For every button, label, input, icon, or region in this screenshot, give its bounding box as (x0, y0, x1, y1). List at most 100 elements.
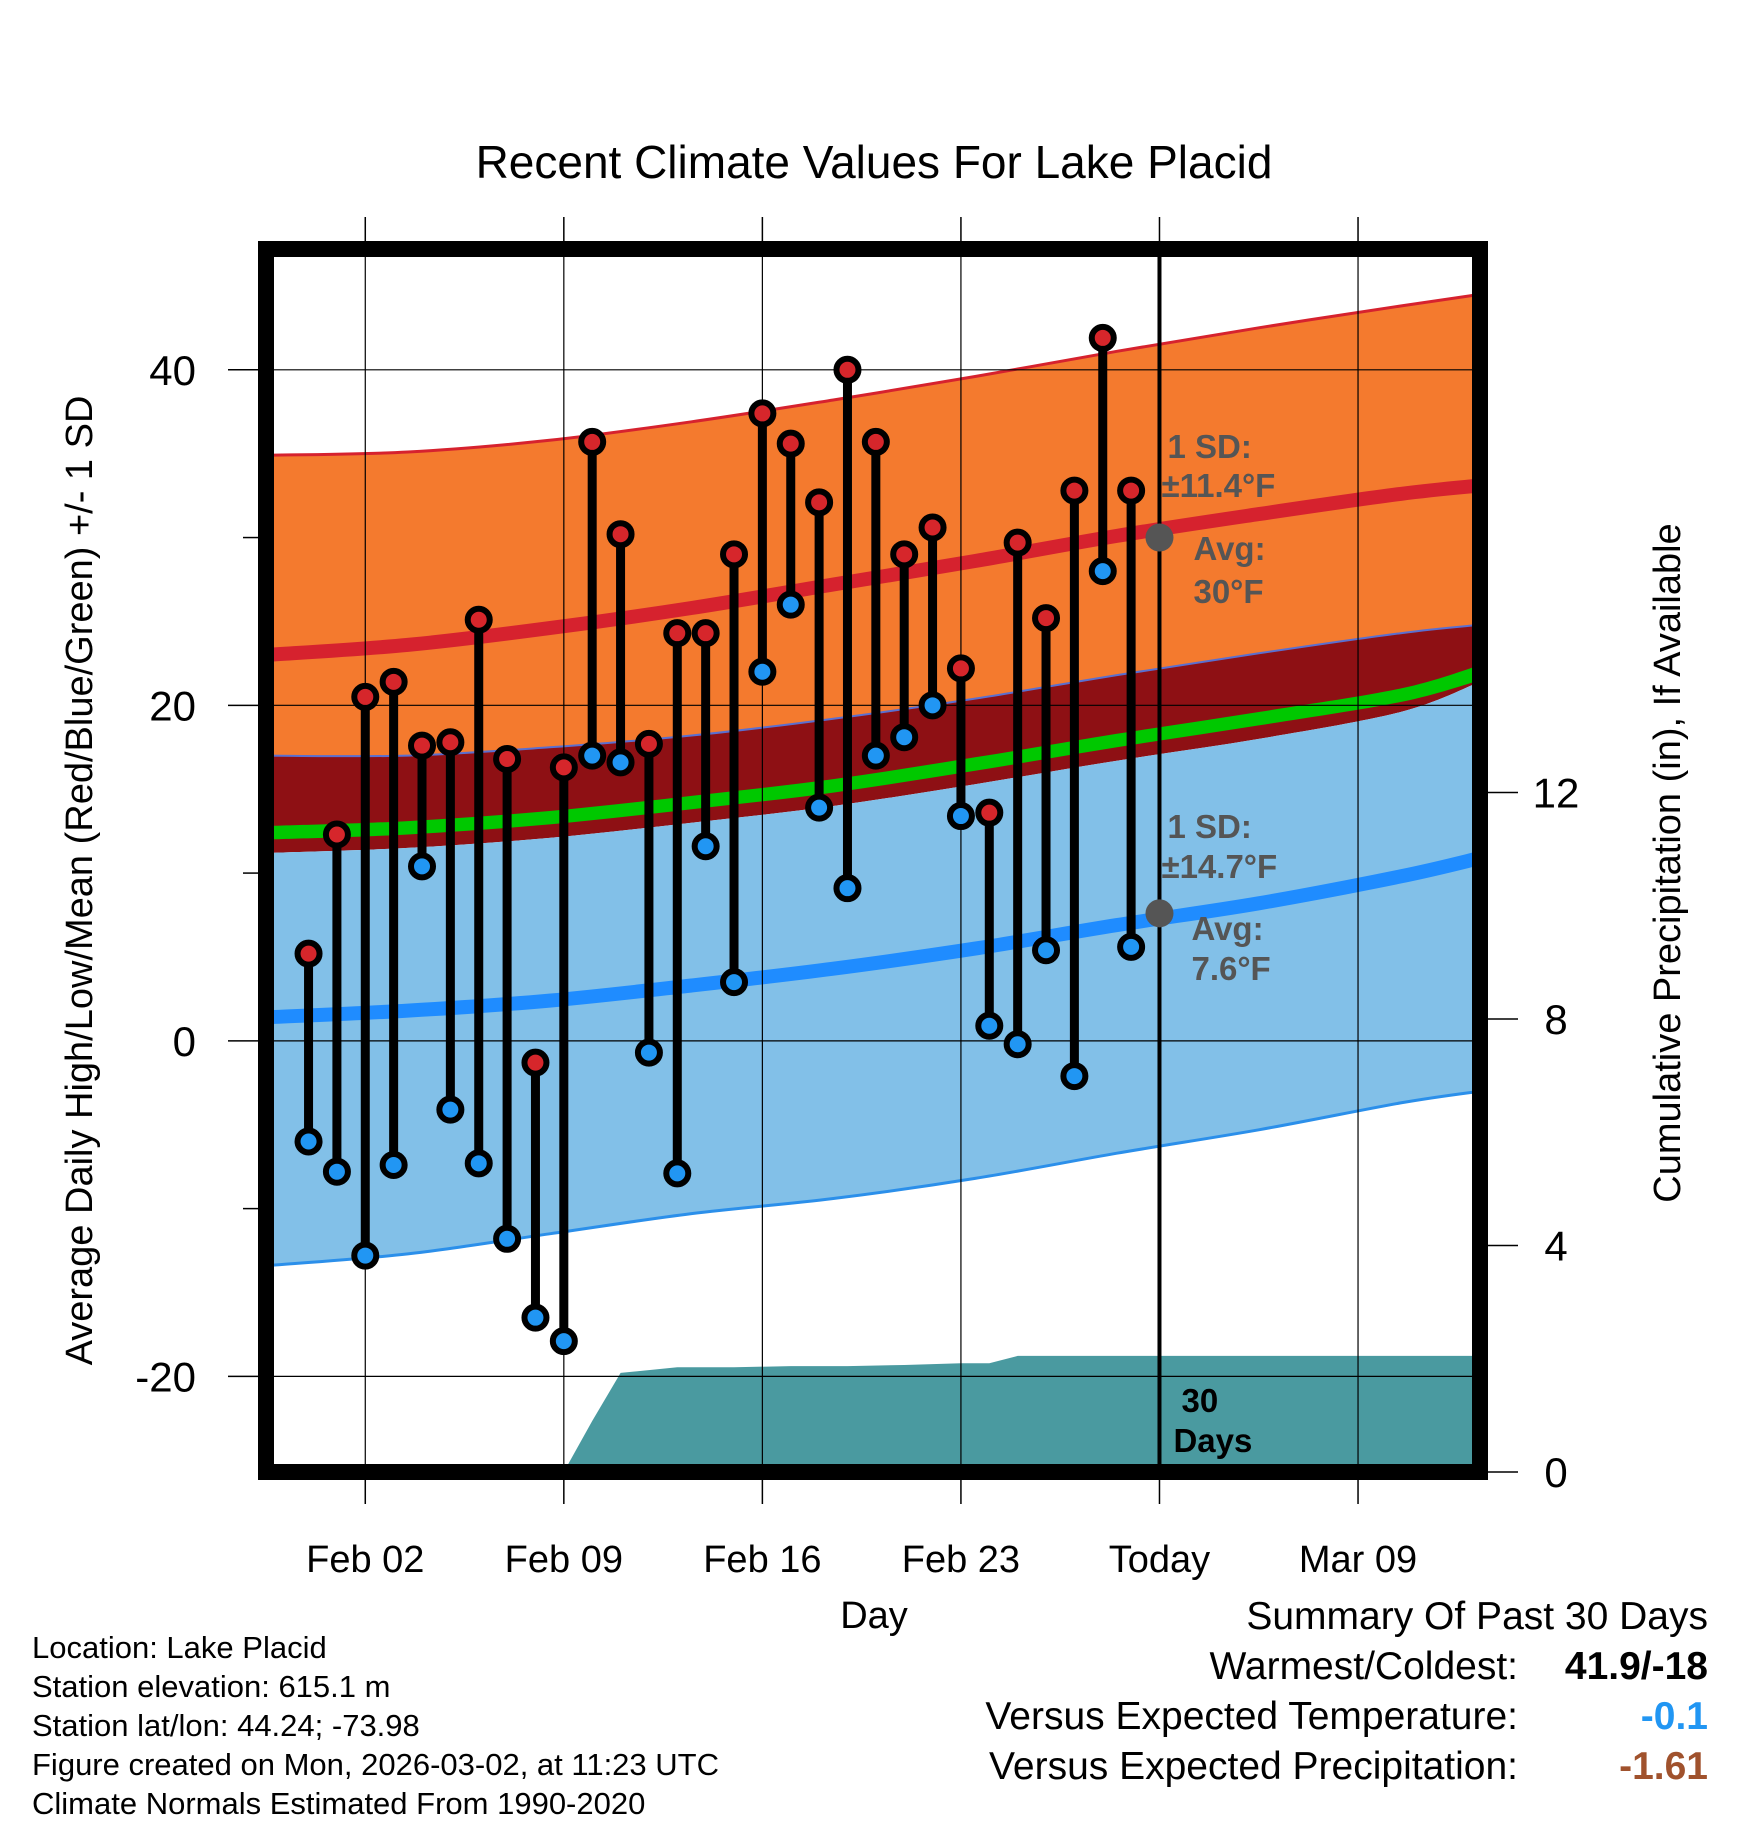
daily-high-point (464, 605, 493, 634)
latlon-text: Station lat/lon: 44.24; -73.98 (32, 1708, 420, 1743)
daily-high-point (1060, 476, 1089, 505)
x-tick-label: Feb 09 (505, 1539, 623, 1581)
y2-tick-label: 12 (1533, 770, 1580, 817)
x-tick-label: Feb 16 (703, 1539, 821, 1581)
daily-high-point (1088, 323, 1117, 352)
high-avg-label: Avg: (1193, 530, 1265, 567)
low-sd-value: ±14.7°F (1161, 848, 1277, 885)
y-tick-label: 0 (173, 1018, 196, 1065)
daily-low-point (379, 1150, 408, 1179)
high-plus-sd-edge (266, 292, 1480, 457)
low-avg-label: Avg: (1191, 910, 1263, 947)
daily-high-point (833, 355, 862, 384)
daily-low-point (578, 741, 607, 770)
daily-high-point (351, 682, 380, 711)
daily-high-point (1032, 604, 1061, 633)
daily-high-point (578, 427, 607, 456)
daily-low-point (663, 1159, 692, 1188)
today-high-normal-marker (1145, 523, 1174, 552)
daily-low-point (946, 802, 975, 831)
daily-low-point (975, 1011, 1004, 1040)
high-sd-value: ±11.4°F (1161, 467, 1275, 504)
summary-precip-row: Versus Expected Precipitation: -1.61 (985, 1742, 1708, 1792)
low-minus-sd-edge (266, 1089, 1480, 1268)
daily-high-point (918, 513, 947, 542)
low-avg-value: 7.6°F (1191, 950, 1270, 987)
daily-low-point (748, 657, 777, 686)
daily-high-point (379, 667, 408, 696)
daily-low-point (351, 1241, 380, 1270)
daily-low-point (1088, 557, 1117, 586)
x-tick-label: Mar 09 (1299, 1539, 1417, 1581)
versus-temp-value: -0.1 (1640, 1695, 1708, 1738)
daily-low-point (436, 1095, 465, 1124)
station-info: Location: Lake Placid Station elevation:… (32, 1628, 719, 1823)
daily-low-point (1060, 1062, 1089, 1091)
location-text: Location: Lake Placid (32, 1630, 327, 1665)
daily-high-point (890, 540, 919, 569)
daily-low-point (1032, 936, 1061, 965)
y2-tick-label: 4 (1544, 1223, 1567, 1270)
daily-low-point (464, 1149, 493, 1178)
x-tick-label: Today (1109, 1539, 1210, 1581)
daily-low-point (1003, 1030, 1032, 1059)
daily-low-point (776, 590, 805, 619)
daily-high-point (691, 619, 720, 648)
y2-tick-label: 8 (1544, 996, 1567, 1043)
precip-days-label-2: Days (1173, 1422, 1252, 1459)
daily-high-point (493, 745, 522, 774)
today-low-normal-marker (1145, 899, 1174, 928)
y-tick-label: 40 (149, 347, 196, 394)
daily-low-point (294, 1127, 323, 1156)
summary-warmest-row: Warmest/Coldest: 41.9/-18 (985, 1642, 1708, 1692)
daily-low-point (493, 1224, 522, 1253)
normals-text: Climate Normals Estimated From 1990-2020 (32, 1786, 646, 1821)
daily-high-point (861, 427, 890, 456)
y-tick-label: -20 (135, 1353, 196, 1400)
daily-low-point (720, 968, 749, 997)
y2-tick-label: 0 (1544, 1449, 1567, 1496)
y-axis-label: Average Daily High/Low/Mean (Red/Blue/Gr… (59, 396, 101, 1366)
daily-low-point (1117, 932, 1146, 961)
daily-high-point (663, 619, 692, 648)
daily-low-point (918, 691, 947, 720)
daily-high-point (294, 939, 323, 968)
daily-high-point (436, 728, 465, 757)
versus-precip-value: -1.61 (1619, 1745, 1708, 1788)
daily-high-point (1117, 476, 1146, 505)
daily-high-point (408, 731, 437, 760)
high-sd-label: 1 SD: (1167, 428, 1251, 465)
warmest-value: 41.9/-18 (1564, 1645, 1708, 1688)
daily-low-point (549, 1327, 578, 1356)
y2-axis-label: Cumulative Precipitation (in), If Availa… (1647, 523, 1689, 1202)
versus-temp-label: Versus Expected Temperature: (985, 1695, 1518, 1738)
precip-area (563, 1355, 1480, 1472)
daily-low-point (408, 852, 437, 881)
plot-frame (258, 241, 1488, 1480)
daily-low-point (861, 741, 890, 770)
daily-high-point (776, 429, 805, 458)
low-sd-band (266, 681, 1480, 1266)
daily-high-point (521, 1048, 550, 1077)
daily-high-point (606, 520, 635, 549)
daily-high-point (634, 729, 663, 758)
daily-high-point (946, 654, 975, 683)
versus-precip-label: Versus Expected Precipitation: (989, 1745, 1518, 1788)
x-axis-label: Day (840, 1595, 908, 1637)
daily-high-point (720, 540, 749, 569)
elevation-text: Station elevation: 615.1 m (32, 1669, 391, 1704)
chart-title: Recent Climate Values For Lake Placid (476, 136, 1273, 188)
daily-low-point (606, 748, 635, 777)
daily-low-point (833, 874, 862, 903)
summary-temp-row: Versus Expected Temperature: -0.1 (985, 1692, 1708, 1742)
daily-low-point (890, 723, 919, 752)
y-tick-label: 20 (149, 682, 196, 729)
daily-high-point (805, 488, 834, 517)
low-sd-label: 1 SD: (1167, 808, 1251, 845)
daily-low-point (634, 1038, 663, 1067)
daily-low-point (805, 793, 834, 822)
precip-days-label: 30 (1181, 1382, 1218, 1419)
warmest-label: Warmest/Coldest: (1209, 1645, 1518, 1688)
